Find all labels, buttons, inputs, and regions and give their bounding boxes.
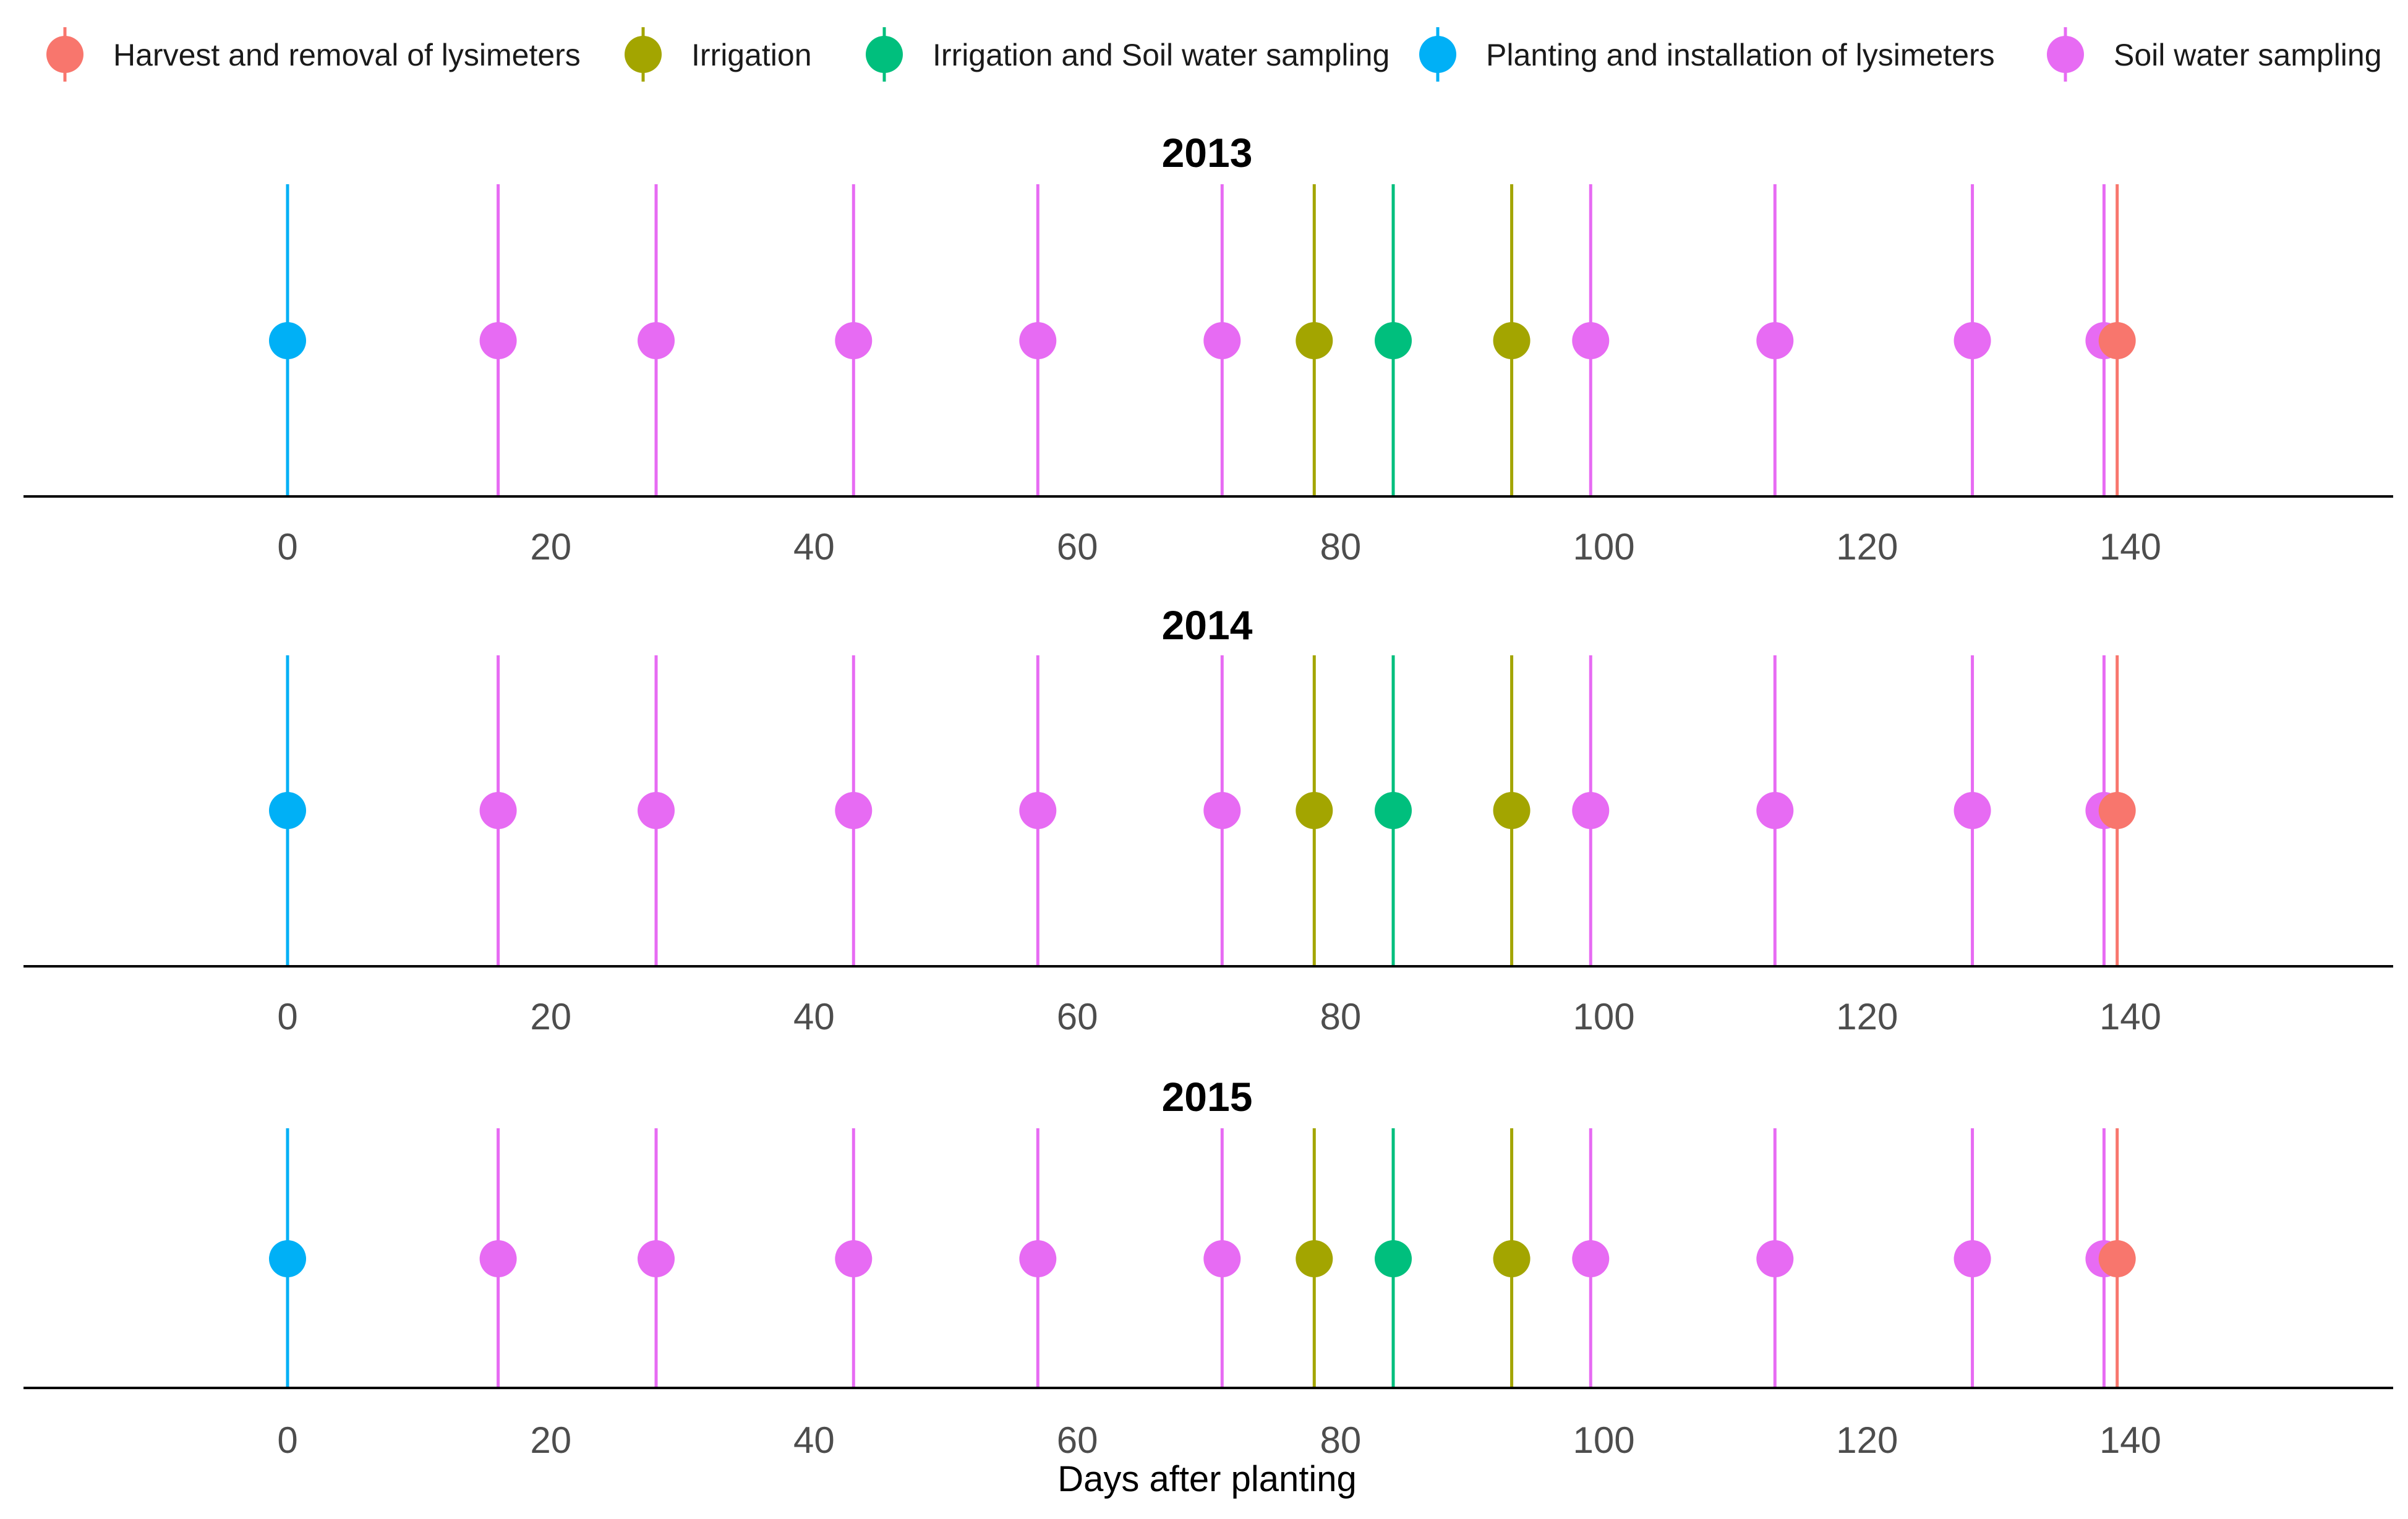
x-axis-ticks: 0 20 40 60 80 100 120 140 <box>277 526 2161 568</box>
x-tick-label-40: 40 <box>793 526 835 568</box>
event-point-day-139-harvest-and-removal-of-lysimeters <box>2098 322 2136 359</box>
event-lines <box>286 1128 2119 1388</box>
panel-title: 2013 <box>1162 130 1253 176</box>
event-point-day-113-soil-water-sampling <box>1756 1240 1794 1277</box>
event-point-day-99-soil-water-sampling <box>1572 792 1610 829</box>
event-point-day-84-irrigation-and-soil-water-sampling <box>1375 1240 1412 1277</box>
event-point-day-139-harvest-and-removal-of-lysimeters <box>2098 1240 2136 1277</box>
event-point-day-84-irrigation-and-soil-water-sampling <box>1375 792 1412 829</box>
x-tick-label-140: 140 <box>2099 996 2161 1037</box>
panel-2015: 2015 0 20 40 60 80 100 120 140 <box>23 1074 2393 1461</box>
event-points <box>269 1240 2136 1277</box>
event-point-day-93-irrigation <box>1493 792 1531 829</box>
legend-label: Harvest and removal of lysimeters <box>113 38 581 72</box>
legend-label: Irrigation and Soil water sampling <box>933 38 1390 72</box>
event-point-day-28-soil-water-sampling <box>638 792 675 829</box>
x-tick-label-100: 100 <box>1573 526 1635 568</box>
x-tick-label-140: 140 <box>2099 526 2161 568</box>
x-tick-label-80: 80 <box>1320 996 1361 1037</box>
event-point-day-139-harvest-and-removal-of-lysimeters <box>2098 792 2136 829</box>
legend-item-soil-water-sampling: Soil water sampling <box>2047 27 2382 82</box>
x-tick-label-20: 20 <box>530 1419 571 1461</box>
x-tick-label-120: 120 <box>1836 1419 1898 1461</box>
x-tick-label-60: 60 <box>1057 996 1098 1037</box>
event-point-day-78-irrigation <box>1296 322 1333 359</box>
event-point-day-78-irrigation <box>1296 1240 1333 1277</box>
legend-item-planting-and-installation-of-lysimeters: Planting and installation of lysimeters <box>1419 27 1995 82</box>
x-tick-label-60: 60 <box>1057 1419 1098 1461</box>
event-point-day-113-soil-water-sampling <box>1756 322 1794 359</box>
event-point-day-99-soil-water-sampling <box>1572 322 1610 359</box>
legend-key-dot <box>1419 36 1456 73</box>
event-point-day-93-irrigation <box>1493 322 1531 359</box>
legend-item-harvest-and-removal-of-lysimeters: Harvest and removal of lysimeters <box>46 27 581 82</box>
legend-item-irrigation-and-soil-water-sampling: Irrigation and Soil water sampling <box>866 27 1390 82</box>
x-tick-label-40: 40 <box>793 996 835 1037</box>
event-points <box>269 322 2136 359</box>
legend-item-irrigation: Irrigation <box>625 27 812 82</box>
event-point-day-43-soil-water-sampling <box>835 1240 873 1277</box>
event-point-day-16-soil-water-sampling <box>479 1240 517 1277</box>
x-tick-label-140: 140 <box>2099 1419 2161 1461</box>
event-point-day-71-soil-water-sampling <box>1203 322 1241 359</box>
x-tick-label-80: 80 <box>1320 1419 1361 1461</box>
event-point-day-78-irrigation <box>1296 792 1333 829</box>
x-axis-ticks: 0 20 40 60 80 100 120 140 <box>277 1419 2161 1461</box>
event-point-day-93-irrigation <box>1493 1240 1531 1277</box>
x-tick-label-120: 120 <box>1836 996 1898 1037</box>
event-point-day-16-soil-water-sampling <box>479 322 517 359</box>
event-point-day-128-soil-water-sampling <box>1953 322 1991 359</box>
event-lines <box>286 184 2119 496</box>
event-point-day-57-soil-water-sampling <box>1019 792 1057 829</box>
x-tick-label-120: 120 <box>1836 526 1898 568</box>
event-lines <box>286 655 2119 966</box>
x-tick-label-0: 0 <box>277 1419 297 1461</box>
legend-key-dot <box>46 36 83 73</box>
x-tick-label-100: 100 <box>1573 996 1635 1037</box>
event-point-day-128-soil-water-sampling <box>1953 1240 1991 1277</box>
legend-label: Soil water sampling <box>2114 38 2382 72</box>
event-point-day-84-irrigation-and-soil-water-sampling <box>1375 322 1412 359</box>
x-tick-label-20: 20 <box>530 526 571 568</box>
event-point-day-0-planting-and-installation-of-lysimeters <box>269 322 306 359</box>
panel-title: 2015 <box>1162 1074 1253 1120</box>
event-point-day-0-planting-and-installation-of-lysimeters <box>269 1240 306 1277</box>
event-point-day-16-soil-water-sampling <box>479 792 517 829</box>
panel-2014: 2014 0 20 40 60 80 100 120 140 <box>23 602 2393 1037</box>
x-tick-label-100: 100 <box>1573 1419 1635 1461</box>
event-point-day-0-planting-and-installation-of-lysimeters <box>269 792 306 829</box>
event-points <box>269 792 2136 829</box>
x-tick-label-0: 0 <box>277 526 297 568</box>
legend-key-dot <box>625 36 662 73</box>
event-point-day-43-soil-water-sampling <box>835 792 873 829</box>
x-axis-ticks: 0 20 40 60 80 100 120 140 <box>277 996 2161 1037</box>
legend-label: Planting and installation of lysimeters <box>1486 38 1995 72</box>
event-point-day-71-soil-water-sampling <box>1203 1240 1241 1277</box>
event-point-day-71-soil-water-sampling <box>1203 792 1241 829</box>
x-axis-title: Days after planting <box>1057 1459 1357 1499</box>
event-point-day-99-soil-water-sampling <box>1572 1240 1610 1277</box>
legend-key-dot <box>866 36 903 73</box>
legend-label: Irrigation <box>691 38 812 72</box>
event-point-day-28-soil-water-sampling <box>638 322 675 359</box>
event-point-day-28-soil-water-sampling <box>638 1240 675 1277</box>
event-point-day-57-soil-water-sampling <box>1019 1240 1057 1277</box>
panel-title: 2014 <box>1162 602 1253 648</box>
x-tick-label-40: 40 <box>793 1419 835 1461</box>
x-tick-label-80: 80 <box>1320 526 1361 568</box>
panel-2013: 2013 0 20 40 60 80 100 120 140 <box>23 130 2393 568</box>
x-tick-label-0: 0 <box>277 996 297 1037</box>
legend-key-dot <box>2047 36 2084 73</box>
legend: Harvest and removal of lysimeters Irrigat… <box>46 27 2382 82</box>
event-point-day-43-soil-water-sampling <box>835 322 873 359</box>
event-point-day-57-soil-water-sampling <box>1019 322 1057 359</box>
event-point-day-113-soil-water-sampling <box>1756 792 1794 829</box>
event-point-day-128-soil-water-sampling <box>1953 792 1991 829</box>
x-tick-label-60: 60 <box>1057 526 1098 568</box>
x-tick-label-20: 20 <box>530 996 571 1037</box>
